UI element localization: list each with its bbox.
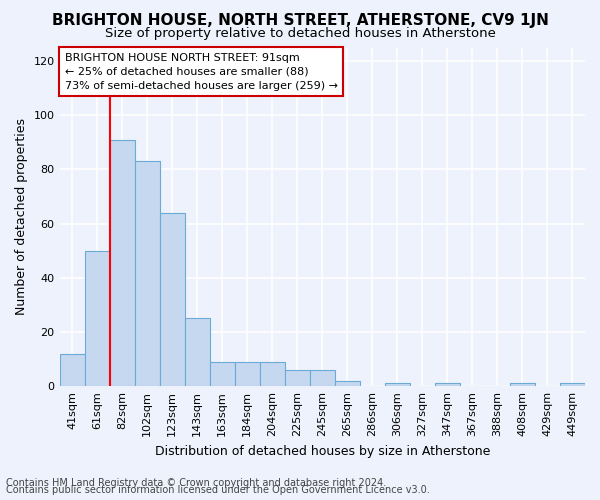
Bar [85, 250, 110, 386]
Text: BRIGHTON HOUSE, NORTH STREET, ATHERSTONE, CV9 1JN: BRIGHTON HOUSE, NORTH STREET, ATHERSTONE… [52, 12, 548, 28]
Bar [260, 362, 285, 386]
Bar [185, 318, 209, 386]
Bar [110, 140, 134, 386]
Bar [560, 384, 585, 386]
Y-axis label: Number of detached properties: Number of detached properties [15, 118, 28, 316]
Bar [510, 384, 535, 386]
Bar [435, 384, 460, 386]
Bar [335, 381, 360, 386]
Bar [385, 384, 410, 386]
Bar [209, 362, 235, 386]
Bar [285, 370, 310, 386]
Text: Size of property relative to detached houses in Atherstone: Size of property relative to detached ho… [104, 28, 496, 40]
Bar [235, 362, 260, 386]
Bar [310, 370, 335, 386]
X-axis label: Distribution of detached houses by size in Atherstone: Distribution of detached houses by size … [155, 444, 490, 458]
Bar [134, 162, 160, 386]
Text: Contains public sector information licensed under the Open Government Licence v3: Contains public sector information licen… [6, 485, 430, 495]
Bar [160, 213, 185, 386]
Text: BRIGHTON HOUSE NORTH STREET: 91sqm
← 25% of detached houses are smaller (88)
73%: BRIGHTON HOUSE NORTH STREET: 91sqm ← 25%… [65, 52, 338, 90]
Bar [59, 354, 85, 386]
Text: Contains HM Land Registry data © Crown copyright and database right 2024.: Contains HM Land Registry data © Crown c… [6, 478, 386, 488]
